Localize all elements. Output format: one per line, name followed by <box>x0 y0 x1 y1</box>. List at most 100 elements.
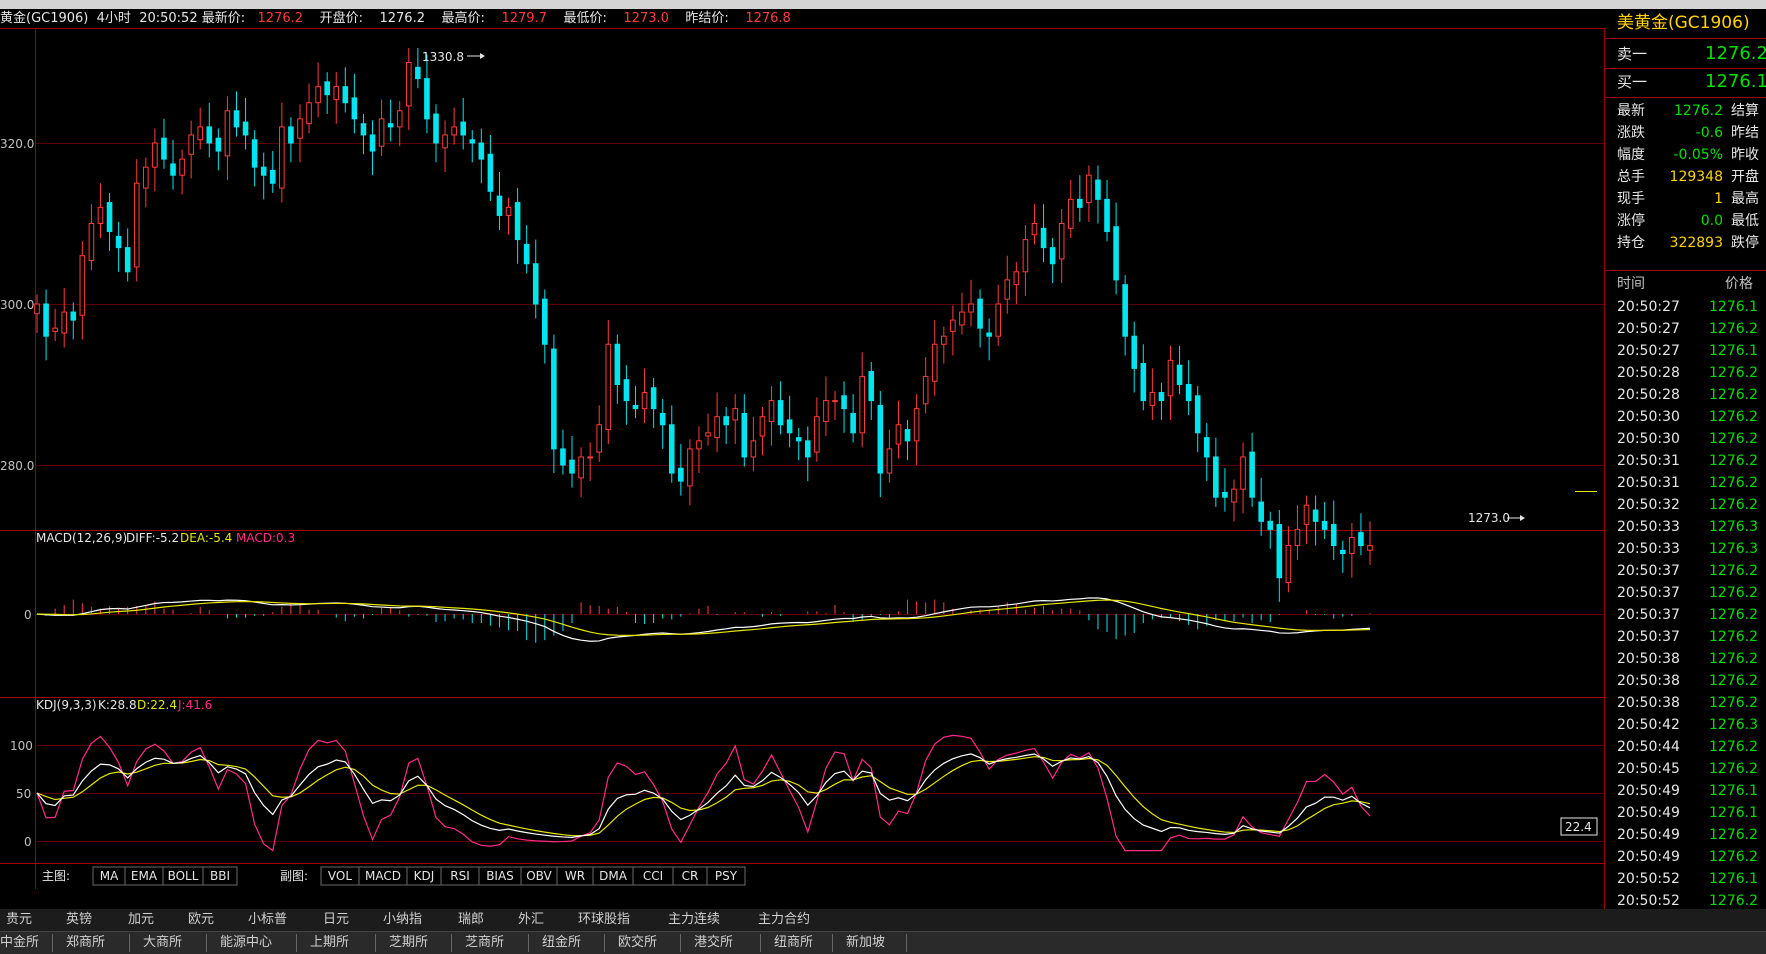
tick-row: 20:50:31 1276.2 <box>1605 450 1766 472</box>
tick-price: 1276.3 <box>1709 519 1758 535</box>
market-tab[interactable]: 加元 <box>128 912 155 927</box>
tick-row: 20:50:38 1276.2 <box>1605 692 1766 714</box>
candle <box>777 381 784 435</box>
exchange-tab[interactable]: 新加坡 <box>846 935 886 950</box>
tab-separator <box>906 934 907 952</box>
exchange-tab[interactable]: 郑商所 <box>66 935 106 950</box>
market-tab[interactable]: 主力合约 <box>758 912 811 927</box>
ticks-header: 时间 价格 <box>1605 273 1766 295</box>
macd-macd-value: MACD:0.3 <box>236 531 295 545</box>
sub-indicator-tab-vol[interactable]: VOL <box>320 866 360 886</box>
market-tab[interactable]: 环球股指 <box>578 912 631 927</box>
sub-indicator-tab-rsi[interactable]: RSI <box>440 866 480 886</box>
candle <box>1113 202 1119 295</box>
market-tab[interactable]: 小纳指 <box>383 912 423 927</box>
tick-time: 20:50:38 <box>1617 695 1680 711</box>
candle <box>360 114 367 155</box>
tick-price: 1276.2 <box>1709 409 1758 425</box>
tick-price: 1276.3 <box>1709 541 1758 557</box>
sub-indicator-tab-psy[interactable]: PSY <box>706 866 746 886</box>
tick-price: 1276.2 <box>1709 695 1758 711</box>
candle <box>995 284 1002 346</box>
ticks-header-price: 价格 <box>1725 276 1753 292</box>
market-tab[interactable]: 主力连续 <box>668 912 721 927</box>
main-indicator-tab-ema[interactable]: EMA <box>124 866 164 886</box>
open-price-value: 1276.2 <box>379 11 425 26</box>
candle <box>478 128 485 184</box>
market-tab[interactable]: 贵元 <box>6 912 33 927</box>
sub-indicator-tab-wr[interactable]: WR <box>556 866 594 886</box>
sub-indicator-tab-dma[interactable]: DMA <box>592 866 634 886</box>
market-tab[interactable]: 小标普 <box>248 912 288 927</box>
quote-panel: 美黄金(GC1906) 卖一 1276.2 买一 1276.1 最新 1276.2… <box>1605 9 1766 909</box>
tick-row: 20:50:52 1276.2 <box>1605 890 1766 912</box>
candle <box>605 320 612 445</box>
candle <box>950 305 956 356</box>
candle <box>88 204 95 271</box>
sell-one-row[interactable]: 卖一 1276.2 <box>1605 40 1766 68</box>
market-tab[interactable]: 外汇 <box>518 912 545 927</box>
tick-time: 20:50:27 <box>1617 321 1680 337</box>
tab-separator <box>760 934 761 952</box>
main-indicator-tab-bbi[interactable]: BBI <box>202 866 238 886</box>
tick-price: 1276.2 <box>1709 321 1758 337</box>
market-tab[interactable]: 瑞郎 <box>458 912 485 927</box>
candle <box>224 96 231 181</box>
candle <box>1303 495 1310 544</box>
svg-text:BOLL: BOLL <box>168 869 199 883</box>
exchange-tab[interactable]: 港交所 <box>694 935 734 950</box>
market-tab[interactable]: 英镑 <box>66 912 93 927</box>
tick-price: 1276.2 <box>1709 431 1758 447</box>
tab-separator <box>528 934 529 952</box>
candle <box>759 407 766 456</box>
period-label: 4小时 <box>96 11 131 26</box>
candle <box>868 361 875 420</box>
kdj-k-line <box>36 753 1371 838</box>
candle <box>233 91 240 137</box>
sub-indicator-tab-kdj[interactable]: KDJ <box>406 866 442 886</box>
candle <box>124 228 131 282</box>
candle <box>596 405 603 462</box>
candle <box>1140 344 1147 411</box>
exchange-tab[interactable]: 大商所 <box>143 935 183 950</box>
macd-dea-value: DEA:-5.4 <box>180 531 232 545</box>
candle <box>723 407 729 445</box>
exchange-tab[interactable]: 纽商所 <box>774 935 814 950</box>
tick-time: 20:50:28 <box>1617 387 1680 403</box>
candle <box>387 99 394 142</box>
exchange-tab[interactable]: 中金所 <box>0 935 40 950</box>
svg-text:MA: MA <box>100 869 119 883</box>
tick-row: 20:50:31 1276.2 <box>1605 472 1766 494</box>
market-tab[interactable]: 日元 <box>323 912 350 927</box>
candle <box>668 405 675 483</box>
main-indicator-tab-ma[interactable]: MA <box>92 866 126 886</box>
sub-indicator-tab-cr[interactable]: CR <box>672 866 708 886</box>
exchange-tab[interactable]: 芝商所 <box>465 935 505 950</box>
exchange-tab[interactable]: 芝期所 <box>389 935 429 950</box>
market-tab[interactable]: 欧元 <box>188 912 215 927</box>
tick-price: 1276.1 <box>1709 299 1758 315</box>
sub-indicator-tab-bias[interactable]: BIAS <box>478 866 522 886</box>
main-indicator-tab-boll[interactable]: BOLL <box>162 866 204 886</box>
tick-row: 20:50:38 1276.2 <box>1605 670 1766 692</box>
candle <box>823 376 829 437</box>
tick-time: 20:50:49 <box>1617 827 1680 843</box>
candle <box>97 183 104 238</box>
exchange-tab[interactable]: 上期所 <box>310 935 350 950</box>
candle <box>832 390 838 420</box>
exchange-tab[interactable]: 欧交所 <box>618 935 658 950</box>
sub-indicator-tab-cci[interactable]: CCI <box>632 866 674 886</box>
exchange-tab[interactable]: 纽金所 <box>542 935 582 950</box>
tick-price: 1276.2 <box>1709 651 1758 667</box>
exchange-tab[interactable]: 能源中心 <box>220 935 273 950</box>
candle <box>34 294 40 333</box>
low-marker-label: 1273.0 <box>1468 511 1510 525</box>
sub-indicator-tab-obv[interactable]: OBV <box>520 866 558 886</box>
kline-chart[interactable]: 320.0 300.0 280.0 0 100 50 0 1330.8 1273… <box>0 26 1605 909</box>
quote-title: 美黄金(GC1906) <box>1617 13 1750 33</box>
sub-indicator-tab-macd[interactable]: MACD <box>358 866 408 886</box>
last-price-value: 1276.2 <box>257 11 304 26</box>
stat-label: 涨停 <box>1617 213 1645 229</box>
candle <box>115 221 122 272</box>
buy-one-row[interactable]: 买一 1276.1 <box>1605 68 1766 96</box>
